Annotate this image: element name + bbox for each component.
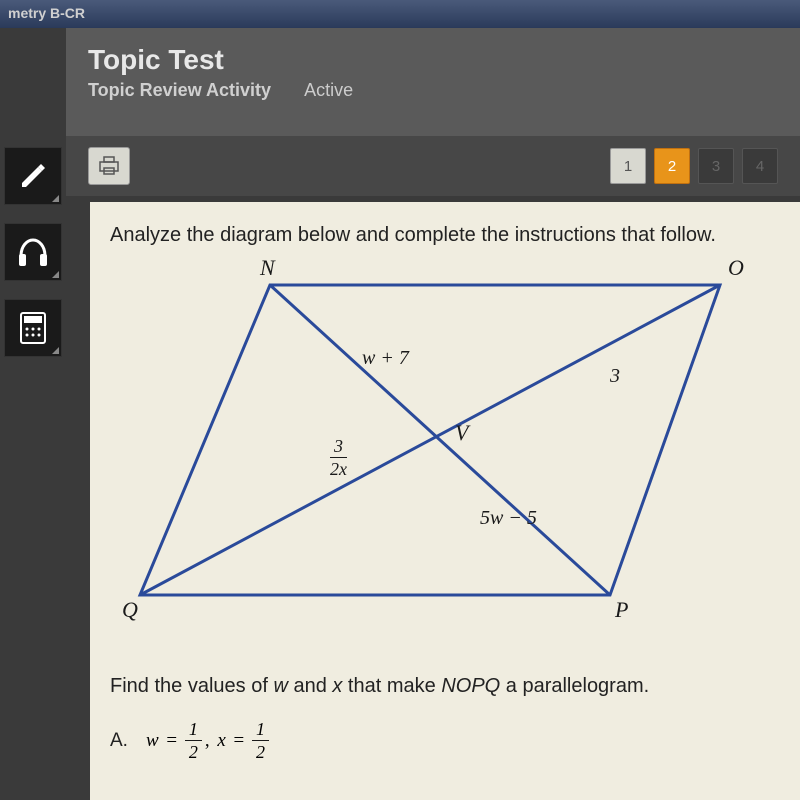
page-title: Topic Test: [88, 44, 800, 76]
qv-numerator: 3: [330, 437, 347, 458]
vertex-v-label: V: [455, 420, 468, 446]
tool-sidebar: [0, 145, 66, 359]
vertex-q-label: Q: [122, 597, 138, 623]
answer-a-letter: A.: [110, 730, 128, 752]
answer-a-w-num: 1: [185, 720, 202, 741]
headphones-icon: [15, 236, 51, 268]
qv-denominator: 2x: [330, 458, 347, 478]
answer-a-x-den: 2: [256, 741, 265, 761]
calculator-icon: [19, 311, 47, 345]
nav-question-2[interactable]: 2: [654, 148, 690, 184]
question-prompt: Analyze the diagram below and complete t…: [110, 224, 780, 247]
answer-a-x-num: 1: [252, 720, 269, 741]
followup-text: Find the values of w and x that make NOP…: [110, 675, 780, 698]
vertex-n-label: N: [260, 255, 275, 281]
vertex-p-label: P: [615, 597, 628, 623]
header: Topic Test Topic Review Activity Active: [66, 28, 800, 136]
browser-tab: metry B-CR: [0, 0, 800, 28]
segment-nv-label: w + 7: [362, 347, 409, 370]
subtitle-text: Topic Review Activity: [88, 80, 271, 100]
answer-a-expression: w = 1 2 , x = 1 2: [146, 720, 269, 761]
nav-question-3[interactable]: 3: [698, 148, 734, 184]
headphones-tool-button[interactable]: [4, 223, 62, 281]
pencil-icon: [16, 159, 50, 193]
print-icon: [98, 156, 120, 176]
calculator-tool-button[interactable]: [4, 299, 62, 357]
answer-option-a[interactable]: A. w = 1 2 , x = 1 2: [110, 720, 780, 761]
page-subtitle: Topic Review Activity Active: [88, 80, 800, 101]
segment-vp-label: 5w − 5: [480, 507, 537, 530]
question-nav: 1 2 3 4: [610, 148, 778, 184]
diagram-svg: [110, 265, 750, 635]
tab-label: metry B-CR: [8, 5, 85, 21]
parallelogram-diagram: N O P Q V w + 7 3 5w − 5 3 2x: [110, 265, 750, 665]
segment-ov-label: 3: [610, 365, 620, 388]
vertex-o-label: O: [728, 255, 744, 281]
content-area: Analyze the diagram below and complete t…: [90, 202, 800, 800]
nav-question-4[interactable]: 4: [742, 148, 778, 184]
print-button[interactable]: [88, 147, 130, 185]
nav-question-1[interactable]: 1: [610, 148, 646, 184]
pencil-tool-button[interactable]: [4, 147, 62, 205]
answer-a-w-den: 2: [189, 741, 198, 761]
segment-qv-label: 3 2x: [330, 435, 347, 478]
toolbar: 1 2 3 4: [66, 136, 800, 196]
subtitle-status: Active: [304, 80, 353, 100]
